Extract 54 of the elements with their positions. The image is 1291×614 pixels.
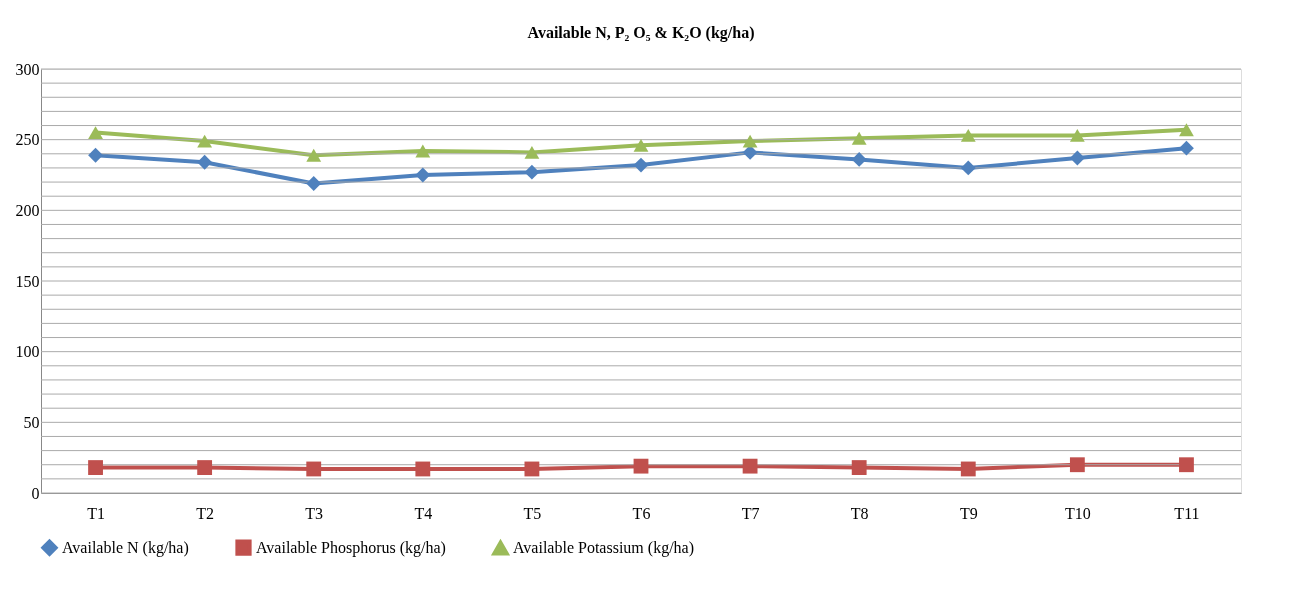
point bbox=[197, 154, 213, 170]
point bbox=[1179, 457, 1194, 473]
point bbox=[88, 126, 103, 140]
point bbox=[1179, 140, 1194, 156]
point bbox=[1069, 129, 1085, 142]
point bbox=[524, 461, 540, 477]
x-tick-label: T1 bbox=[87, 504, 105, 522]
point bbox=[960, 129, 976, 142]
point bbox=[633, 458, 649, 474]
y-tick-label: 50 bbox=[23, 413, 40, 431]
legend-label: Available Phosphorus (kg/ha) bbox=[256, 538, 446, 557]
x-tick-label: T3 bbox=[305, 504, 324, 522]
point bbox=[197, 460, 213, 475]
point bbox=[851, 460, 867, 475]
point bbox=[415, 144, 431, 158]
point bbox=[960, 461, 976, 477]
x-tick-label: T5 bbox=[523, 504, 542, 522]
point bbox=[88, 147, 103, 163]
x-tick-label: T11 bbox=[1174, 504, 1200, 522]
legend-label: Available Potassium (kg/ha) bbox=[513, 539, 694, 558]
point bbox=[960, 160, 976, 176]
y-tick-label: 300 bbox=[15, 60, 40, 78]
point bbox=[197, 134, 213, 148]
point bbox=[415, 461, 431, 477]
point bbox=[633, 138, 649, 152]
point bbox=[742, 458, 758, 474]
y-tick-label: 0 bbox=[31, 484, 40, 502]
x-tick-label: T4 bbox=[414, 504, 433, 522]
x-tick-label: T10 bbox=[1064, 504, 1091, 522]
chart-title: Available N, P₂ O₅ & K₂O (kg/ha) bbox=[527, 24, 755, 42]
x-tick-label: T6 bbox=[632, 504, 651, 522]
point bbox=[524, 164, 540, 180]
x-tick-label: T9 bbox=[959, 504, 978, 522]
point bbox=[633, 157, 649, 173]
y-tick-label: 250 bbox=[15, 131, 40, 149]
point bbox=[306, 461, 322, 477]
y-tick-label: 100 bbox=[15, 343, 40, 361]
legend-label: Available N (kg/ha) bbox=[62, 538, 189, 557]
y-tick-label: 150 bbox=[15, 272, 40, 290]
point bbox=[1179, 123, 1194, 137]
point bbox=[415, 167, 431, 183]
point bbox=[88, 460, 103, 475]
x-tick-label: T2 bbox=[196, 504, 215, 522]
x-tick-label: T7 bbox=[741, 504, 760, 522]
x-tick-label: T8 bbox=[850, 504, 869, 522]
y-tick-label: 200 bbox=[15, 201, 40, 219]
point bbox=[306, 148, 322, 162]
point bbox=[524, 145, 540, 159]
point bbox=[1069, 457, 1085, 473]
point bbox=[851, 131, 867, 145]
point bbox=[306, 176, 322, 191]
point bbox=[742, 134, 758, 148]
point bbox=[851, 152, 867, 167]
point bbox=[1069, 150, 1085, 166]
